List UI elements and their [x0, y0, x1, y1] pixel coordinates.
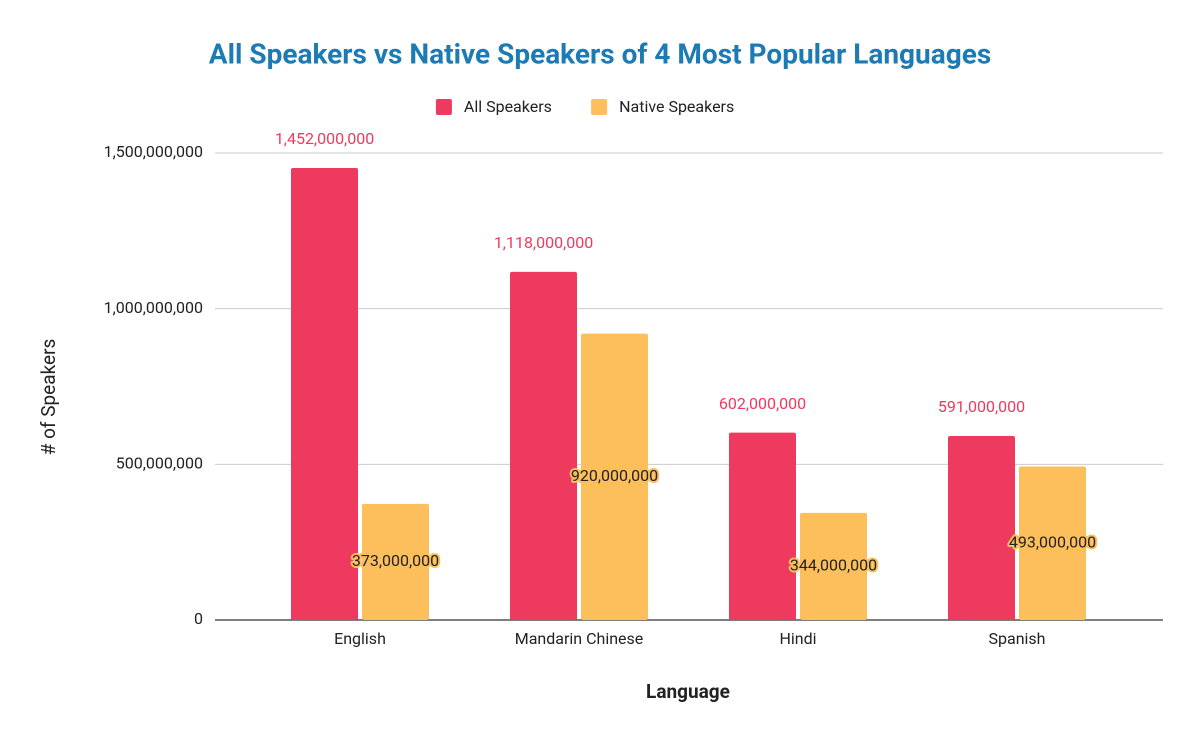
y-tick-label: 500,000,000	[116, 454, 203, 473]
x-tick-label: Spanish	[989, 629, 1046, 648]
x-tick-label: Mandarin Chinese	[515, 629, 644, 648]
y-tick-label: 1,500,000,000	[104, 142, 203, 161]
legend-label: All Speakers	[464, 97, 552, 116]
bar	[729, 432, 796, 620]
bar	[291, 167, 358, 620]
legend-swatch	[435, 99, 452, 115]
y-axis-title: # of Speakers	[37, 339, 60, 456]
bar	[581, 333, 648, 620]
value-label: 1,118,000,000	[494, 233, 593, 252]
value-label: 1,452,000,000	[275, 129, 374, 148]
value-label: 344,000,000	[790, 556, 877, 575]
legend-label: Native Speakers	[619, 97, 734, 116]
bar	[1019, 466, 1086, 620]
y-tick-label: 0	[194, 609, 203, 628]
x-tick-label: English	[334, 629, 386, 648]
value-label: 373,000,000	[352, 551, 439, 570]
bar	[362, 503, 429, 620]
value-label: 602,000,000	[719, 394, 806, 413]
x-tick-label: Hindi	[779, 629, 816, 648]
value-label: 493,000,000	[1009, 532, 1096, 551]
y-tick-label: 1,000,000,000	[104, 298, 203, 317]
x-axis-title: Language	[646, 680, 730, 703]
bar	[948, 436, 1015, 620]
value-label: 920,000,000	[571, 466, 658, 485]
legend-swatch	[591, 99, 608, 115]
chart-title: All Speakers vs Native Speakers of 4 Mos…	[209, 37, 991, 70]
bar	[510, 271, 577, 620]
value-label: 591,000,000	[938, 397, 1025, 416]
bar	[800, 512, 867, 620]
